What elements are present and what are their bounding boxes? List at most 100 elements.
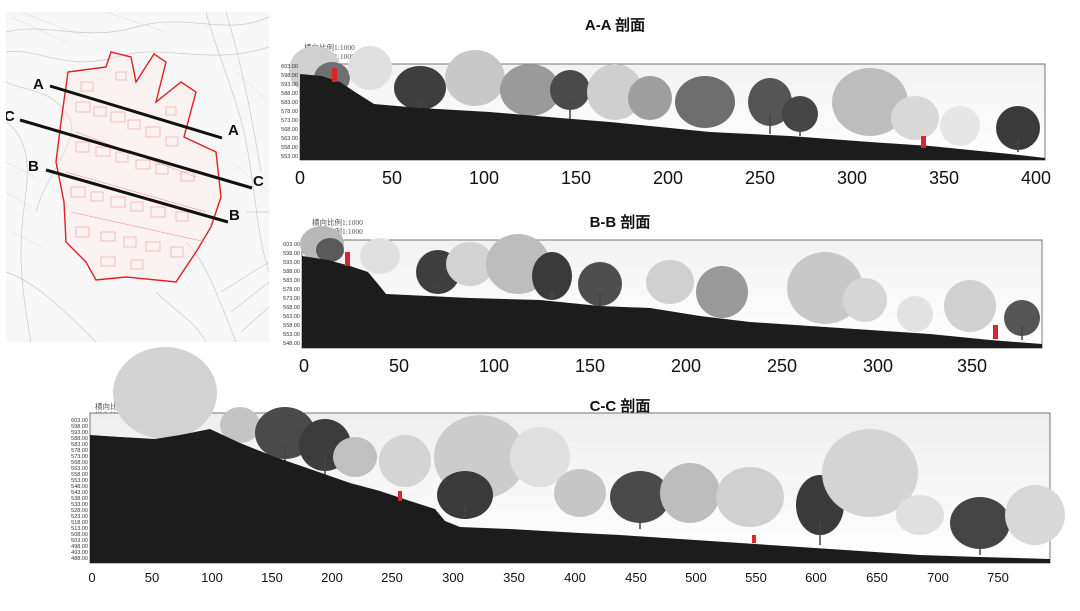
- elev-tick: 523.00: [71, 514, 88, 520]
- section-bb-marker-2: [993, 325, 998, 339]
- section-bb-figure: [270, 222, 1060, 352]
- x-tick: 400: [564, 570, 586, 585]
- elev-tick: 528.00: [71, 508, 88, 514]
- x-tick: 100: [201, 570, 223, 585]
- x-tick: 300: [836, 168, 868, 188]
- x-tick: 50: [381, 168, 403, 188]
- elev-tick: 493.00: [71, 550, 88, 556]
- elev-tick: 603.00: [281, 64, 298, 70]
- elev-tick: 543.00: [71, 490, 88, 496]
- elev-tick: 508.00: [71, 532, 88, 538]
- section-bb-svg: [300, 226, 1043, 349]
- section-cc-figure: [60, 345, 1080, 567]
- x-tick: 550: [745, 570, 767, 585]
- elev-tick: 603.00: [71, 418, 88, 424]
- elev-tick: 558.00: [71, 472, 88, 478]
- elev-tick: 598.00: [283, 251, 300, 257]
- terrain-hatching: [6, 12, 269, 248]
- x-tick: 0: [298, 356, 310, 376]
- elev-tick: 578.00: [71, 448, 88, 454]
- section-aa-marker-1: [332, 68, 337, 82]
- x-tick: 300: [862, 356, 894, 376]
- elev-tick: 573.00: [283, 296, 300, 302]
- marker-c-start: C: [6, 108, 15, 125]
- section-aa-figure: [270, 30, 1060, 165]
- x-tick: 350: [928, 168, 960, 188]
- marker-a-start: A: [33, 76, 44, 93]
- x-tick: 450: [625, 570, 647, 585]
- elev-tick: 573.00: [281, 118, 298, 124]
- elev-tick: 558.00: [283, 323, 300, 329]
- x-tick: 100: [478, 356, 510, 376]
- elev-tick: 588.00: [283, 269, 300, 275]
- x-tick: 200: [652, 168, 684, 188]
- x-tick: 200: [321, 570, 343, 585]
- elev-tick: 583.00: [281, 100, 298, 106]
- section-aa-elevation-axis: 603.00 598.00 593.00 588.00 583.00 578.0…: [272, 64, 298, 160]
- section-bb-elevation-axis: 603.00 598.00 593.00 588.00 583.00 578.0…: [274, 242, 300, 350]
- elev-tick: 553.00: [281, 154, 298, 160]
- elev-tick: 568.00: [281, 127, 298, 133]
- section-aa-trees: [289, 46, 1040, 150]
- site-plan-drawing: [6, 12, 269, 342]
- x-tick: 350: [956, 356, 988, 376]
- elev-tick: 588.00: [281, 91, 298, 97]
- elev-tick: 488.00: [71, 556, 88, 562]
- x-tick: 250: [381, 570, 403, 585]
- x-tick: 50: [388, 356, 410, 376]
- x-tick: 100: [468, 168, 500, 188]
- section-cc-marker-1: [398, 491, 402, 501]
- elev-tick: 563.00: [283, 314, 300, 320]
- elev-tick: 593.00: [71, 430, 88, 436]
- section-bb-trees: [300, 226, 1040, 336]
- section-aa-x-axis: 0 50 100 150 200 250 300 350 400: [0, 168, 1080, 190]
- x-tick: 200: [670, 356, 702, 376]
- x-tick: 150: [261, 570, 283, 585]
- x-tick: 750: [987, 570, 1009, 585]
- section-line-c: [19, 118, 253, 190]
- section-cc-elevation-axis: 603.00 598.00 593.00 588.00 583.00 578.0…: [62, 418, 88, 562]
- section-aa-marker-2: [921, 136, 926, 148]
- x-tick: 50: [144, 570, 160, 585]
- section-aa-title: A-A 剖面: [584, 17, 646, 34]
- x-tick: 650: [866, 570, 888, 585]
- elev-tick: 598.00: [281, 73, 298, 79]
- section-line-a: [49, 84, 223, 140]
- section-line-b: [45, 168, 229, 224]
- x-tick: 250: [766, 356, 798, 376]
- elev-tick: 578.00: [281, 109, 298, 115]
- x-tick: 150: [560, 168, 592, 188]
- x-tick: 0: [294, 168, 306, 188]
- elev-tick: 533.00: [71, 502, 88, 508]
- elev-tick: 583.00: [283, 278, 300, 284]
- elev-tick: 593.00: [283, 260, 300, 266]
- elev-tick: 563.00: [281, 136, 298, 142]
- x-tick: 400: [1020, 168, 1052, 188]
- section-cc-x-axis: 0 50 100 150 200 250 300 350 400 450 500…: [0, 570, 1080, 588]
- elev-tick: 518.00: [71, 520, 88, 526]
- marker-c-end: C: [253, 173, 264, 190]
- section-bb-trunks: [437, 284, 1023, 340]
- section-cc-marker-2: [752, 535, 756, 543]
- elev-tick: 583.00: [71, 442, 88, 448]
- elev-tick: 593.00: [281, 82, 298, 88]
- x-tick: 700: [927, 570, 949, 585]
- x-tick: 350: [503, 570, 525, 585]
- section-bb-scale-h: 横向比例1:1000: [312, 218, 363, 227]
- section-aa-terrain: [300, 74, 1045, 160]
- contour-lines: [6, 12, 269, 342]
- site-boundary: [55, 51, 222, 283]
- elev-tick: 598.00: [71, 424, 88, 430]
- elev-tick: 538.00: [71, 496, 88, 502]
- section-bb-marker-1: [345, 252, 350, 266]
- section-bb-terrain: [302, 256, 1042, 348]
- section-aa-scale-h: 横向比例1:1000: [304, 43, 355, 52]
- elev-tick: 548.00: [283, 341, 300, 347]
- section-bb-x-axis: 0 50 100 150 200 250 300 350: [0, 356, 1080, 378]
- elev-tick: 588.00: [71, 436, 88, 442]
- site-plan-map: A A C C B B: [6, 12, 269, 342]
- elev-tick: 513.00: [71, 526, 88, 532]
- x-tick: 0: [88, 570, 96, 585]
- elev-tick: 498.00: [71, 544, 88, 550]
- section-aa-svg: [289, 46, 1046, 161]
